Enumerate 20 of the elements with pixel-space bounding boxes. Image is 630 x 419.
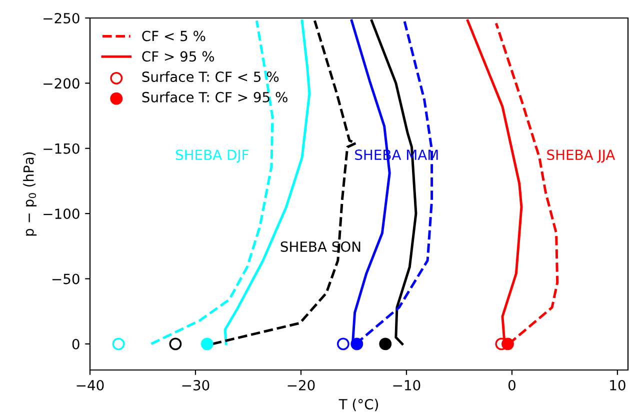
y-tick-label: −150 [44, 143, 80, 154]
legend-label: Surface T: CF > 95 % [142, 92, 288, 102]
x-tick-label: −30 [182, 380, 210, 390]
y-axis-title: p − p$_{0}$ (hPa) [23, 152, 37, 236]
x-tick-label: −40 [76, 380, 104, 390]
x-tick-label: −20 [288, 380, 315, 390]
legend-label: Surface T: CF < 5 % [142, 71, 279, 82]
annotation: SHEBA JJA [547, 150, 616, 163]
annotation: SHEBA DJF [176, 150, 248, 163]
legend-label: CF > 95 % [142, 51, 214, 62]
y-tick-label: −250 [44, 12, 80, 24]
x-tick-label: 0 [508, 380, 516, 390]
legend-label: CF < 5 % [142, 30, 206, 42]
y-tick-label: 0 [72, 338, 80, 350]
y-tick-label: −50 [52, 274, 80, 284]
x-axis-title: T (°C) [338, 398, 378, 412]
x-tick-label: 10 [610, 380, 626, 390]
y-tick-label: −200 [44, 78, 80, 89]
x-tick-label: −10 [393, 380, 420, 390]
y-tick-label: −100 [44, 208, 80, 220]
